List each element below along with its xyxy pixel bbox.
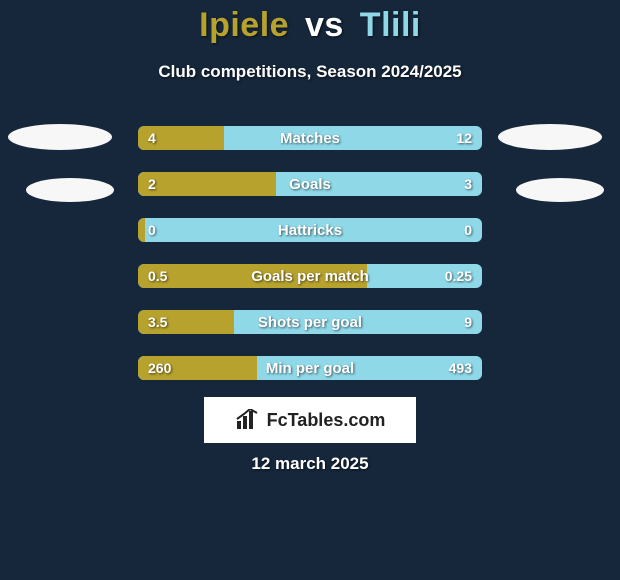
stat-right-value: 0.25 — [445, 264, 472, 288]
stat-row: 3.5Shots per goal9 — [138, 310, 482, 334]
stat-row: 0Hattricks0 — [138, 218, 482, 242]
fctables-logo: FcTables.com — [204, 397, 416, 443]
logo-text: FcTables.com — [267, 410, 386, 431]
bars-icon — [235, 409, 261, 431]
stat-row: 2Goals3 — [138, 172, 482, 196]
stat-right-value: 493 — [449, 356, 472, 380]
avatar-ellipse — [8, 124, 112, 150]
stat-label: Min per goal — [138, 356, 482, 380]
stat-label: Goals — [138, 172, 482, 196]
stat-row: 0.5Goals per match0.25 — [138, 264, 482, 288]
stat-label: Matches — [138, 126, 482, 150]
title: Ipiele vs Tlili — [0, 6, 620, 45]
date: 12 march 2025 — [0, 454, 620, 474]
stat-label: Shots per goal — [138, 310, 482, 334]
avatar-ellipse — [26, 178, 114, 202]
subtitle: Club competitions, Season 2024/2025 — [0, 62, 620, 82]
stat-right-value: 12 — [456, 126, 472, 150]
title-vs: vs — [305, 6, 344, 44]
stat-bars: 4Matches12 2Goals3 0Hattricks0 0.5Goals per… — [138, 126, 482, 402]
title-player1: Ipiele — [199, 6, 289, 44]
stat-row: 260Min per goal493 — [138, 356, 482, 380]
stat-label: Goals per match — [138, 264, 482, 288]
title-player2: Tlili — [360, 6, 421, 44]
comparison-infographic: Ipiele vs Tlili Club competitions, Seaso… — [0, 0, 620, 580]
avatar-ellipse — [498, 124, 602, 150]
stat-right-value: 9 — [464, 310, 472, 334]
stat-row: 4Matches12 — [138, 126, 482, 150]
stat-right-value: 3 — [464, 172, 472, 196]
stat-label: Hattricks — [138, 218, 482, 242]
stat-right-value: 0 — [464, 218, 472, 242]
avatar-ellipse — [516, 178, 604, 202]
